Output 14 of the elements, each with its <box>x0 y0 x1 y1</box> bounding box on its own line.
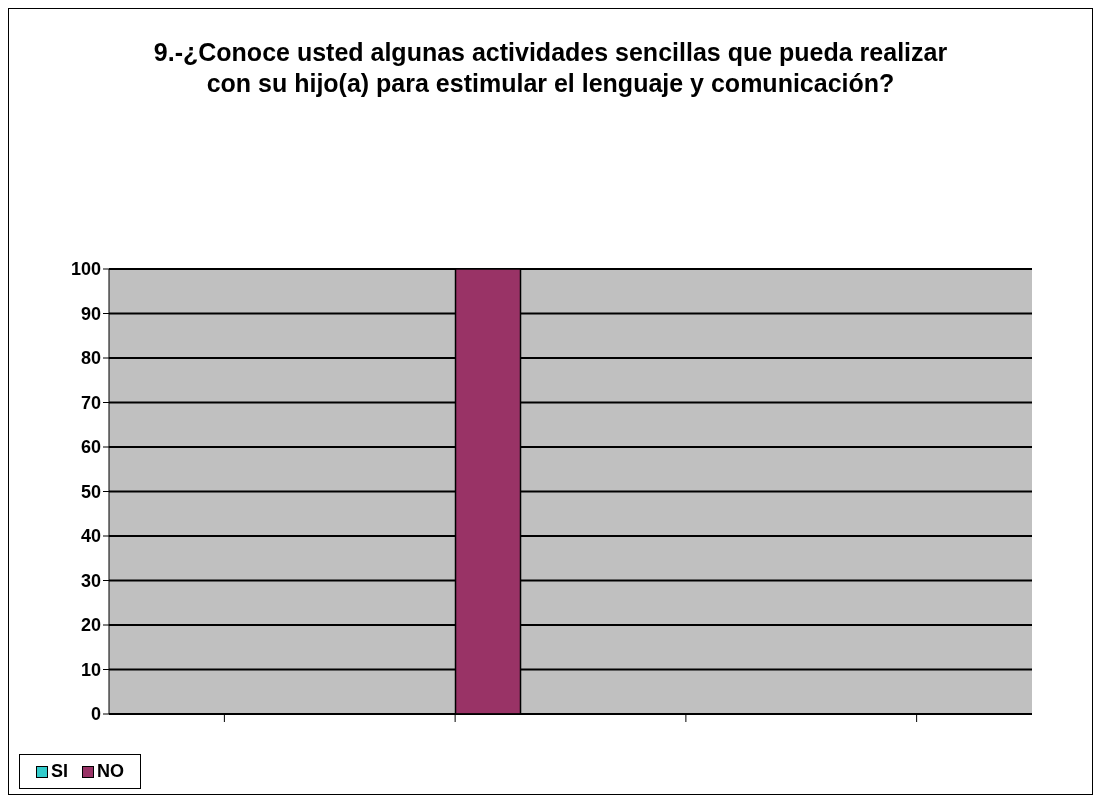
y-tick-label: 30 <box>80 570 101 591</box>
y-tick-label: 70 <box>80 392 101 413</box>
y-tick-label: 10 <box>80 659 101 680</box>
y-tick-label: 80 <box>80 348 101 369</box>
y-tick-label: 0 <box>90 704 101 725</box>
y-tick-label: 40 <box>80 526 101 547</box>
y-tick-label: 100 <box>70 259 101 280</box>
y-tick-label: 20 <box>80 615 101 636</box>
y-tick-label: 90 <box>80 303 101 324</box>
legend-label: SI <box>50 761 69 782</box>
y-tick-label: 50 <box>80 481 101 502</box>
legend-label: NO <box>96 761 125 782</box>
y-tick-label: 60 <box>80 437 101 458</box>
chart-title: 9.-¿Conoce usted algunas actividades sencillas que pueda realizar con su hijo(a) para estimular el lenguaje y comunicación? <box>152 37 949 99</box>
